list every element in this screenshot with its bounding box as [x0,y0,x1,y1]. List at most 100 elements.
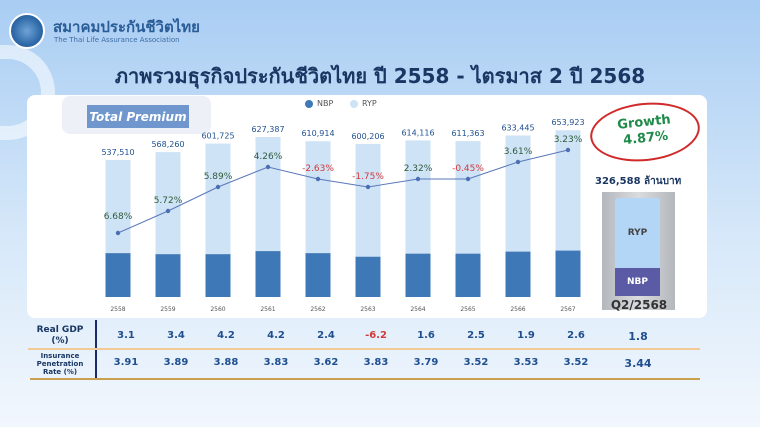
nbp-bar [205,254,231,297]
ryp-bar [255,137,281,252]
nbp-bar [105,253,131,297]
nbp-bar [155,254,181,297]
growth-point [215,184,221,190]
gdp-cell: 3.1 [117,330,135,341]
growth-label: -1.75% [352,172,384,182]
q2-nbp-segment: NBP [615,268,660,296]
ryp-bar [505,135,531,252]
total-label: 633,445 [501,123,534,132]
x-tick-label: 2561 [260,306,275,313]
x-tick-label: 2564 [410,306,425,313]
q2-ryp-segment: RYP [615,198,660,268]
legend-nbp: NBP [305,99,333,108]
premium-chart: 537,510 2558 568,260 2559 601,725 2560 627,387… [101,118,584,313]
total-label: 537,510 [101,148,134,157]
gdp-cell: 2.4 [317,330,335,341]
nbp-bar [455,253,481,297]
penetration-cell: 3.62 [313,357,339,368]
nbp-bar [555,250,581,297]
penetration-row-label: Insurance Penetration Rate (%) [36,352,84,376]
growth-label: 4.26% [254,152,283,162]
ryp-bar [155,152,181,255]
ryp-bar [105,159,131,254]
growth-label: -0.45% [452,164,484,174]
nbp-bar [355,256,381,297]
x-tick-label: 2560 [210,306,225,313]
growth-point [115,230,121,236]
gdp-cell: 1.8 [628,330,648,343]
page-title: ภาพรวมธุรกิจประกันชีวิตไทย ปี 2558 - ไตร… [114,64,646,88]
gdp-cell: 2.6 [567,330,585,341]
growth-label: 5.72% [154,196,183,206]
association-logo [9,13,45,49]
ryp-bar [355,143,381,257]
x-tick-label: 2562 [310,306,325,313]
total-label: 627,387 [251,125,284,134]
nbp-bar [305,253,331,297]
penetration-cell: 3.88 [213,357,239,368]
penetration-cell: 3.52 [563,357,589,368]
nbp-bar [405,253,431,297]
penetration-cell: 3.89 [163,357,189,368]
gdp-cell: 4.2 [267,330,285,341]
growth-line [117,149,569,234]
total-label: 610,914 [301,129,334,138]
ryp-bar [405,140,431,254]
growth-label: 2.32% [404,164,433,174]
growth-point [515,159,521,165]
growth-label: 3.61% [504,147,533,157]
table-divider-2 [30,378,700,380]
gdp-row-label: Real GDP (%) [36,325,84,346]
growth-point [465,176,471,182]
penetration-cell: 3.53 [513,357,539,368]
growth-label: 5.89% [204,172,233,182]
x-tick-label: 2567 [560,306,575,313]
x-tick-label: 2565 [460,306,475,313]
legend-nbp-swatch [305,99,313,108]
legend-ryp-swatch [350,99,358,108]
growth-label: 6.68% [104,212,133,222]
nbp-bar [255,251,281,297]
growth-label: -2.63% [302,164,334,174]
org-name-thai: สมาคมประกันชีวิตไทย [53,18,200,36]
ryp-bar [205,143,231,255]
growth-label: 3.23% [554,135,583,145]
total-label: 601,725 [201,132,234,141]
x-tick-label: 2558 [110,306,125,313]
total-label: 614,116 [401,128,434,137]
gdp-cell: 2.5 [467,330,485,341]
x-tick-label: 2566 [510,306,525,313]
gdp-cell: 1.9 [517,330,535,341]
penetration-cell: 3.91 [113,357,139,368]
gdp-cell: 3.4 [167,330,185,341]
penetration-cell: 3.52 [463,357,489,368]
nbp-bar [505,251,531,297]
x-tick-label: 2563 [360,306,375,313]
gdp-cell: -6.2 [365,330,387,341]
q2-label: Q2/2568 [610,298,668,312]
gdp-cell: 4.2 [217,330,235,341]
total-label: 653,923 [551,118,584,127]
legend-ryp: RYP [350,99,377,108]
growth-point [365,184,371,190]
penetration-cell: 3.83 [263,357,289,368]
ryp-bar [455,141,481,254]
x-tick-label: 2559 [160,306,175,313]
growth-point [565,147,571,153]
total-premium-badge: Total Premium [87,105,189,128]
penetration-cell: 3.79 [413,357,439,368]
total-label: 568,260 [151,140,184,149]
table-divider-1 [28,348,700,350]
ryp-bar [305,141,331,254]
legend-nbp-label: NBP [317,99,334,108]
growth-point [265,164,271,170]
growth-point [165,208,171,214]
org-name-english: The Thai Life Assurance Association [54,36,180,44]
legend-ryp-label: RYP [362,99,377,108]
total-label: 611,363 [451,129,484,138]
total-label: 600,206 [351,132,384,141]
penetration-cell: 3.83 [363,357,389,368]
penetration-cell: 3.44 [624,357,652,370]
gdp-cell: 1.6 [417,330,435,341]
growth-point [415,176,421,182]
